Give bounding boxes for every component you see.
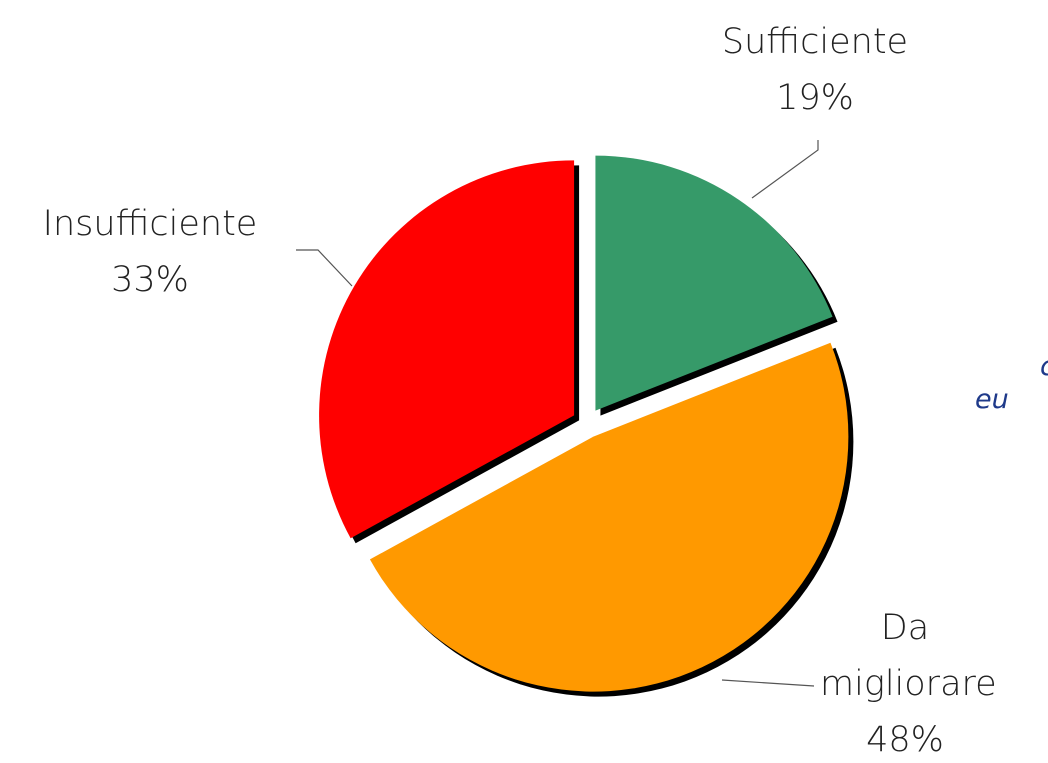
slice <box>319 160 575 539</box>
category-label: Sufficiente <box>721 22 909 62</box>
data-label: Da migliorare 48% <box>820 600 997 763</box>
data-label: Sufficiente 19% <box>685 14 945 126</box>
slice <box>595 155 833 411</box>
value-label: 48% <box>866 720 944 760</box>
slice <box>369 342 849 692</box>
annotation: eu <box>975 384 1009 415</box>
data-label: Insufficiente 33% <box>0 196 300 308</box>
pie <box>319 155 854 697</box>
leader-line <box>296 249 353 287</box>
category-label: Insufficiente <box>42 204 258 244</box>
value-label: 19% <box>776 78 854 118</box>
leader-line <box>751 140 819 199</box>
value-label: 33% <box>111 260 189 300</box>
category-label: Da migliorare <box>820 608 997 704</box>
leader-line <box>721 679 815 687</box>
annotation: c <box>1040 351 1048 382</box>
